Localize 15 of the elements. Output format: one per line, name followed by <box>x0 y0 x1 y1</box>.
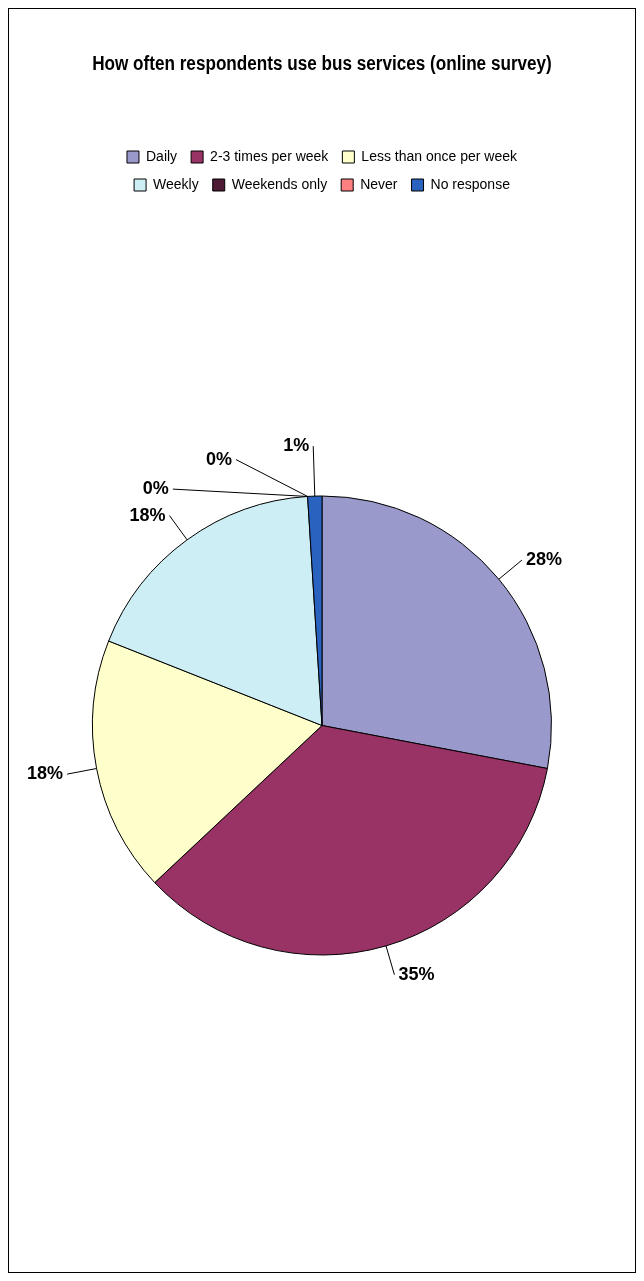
data-label: 18% <box>27 763 64 784</box>
data-label: 28% <box>525 549 562 570</box>
text: 0% <box>142 478 169 499</box>
legend-label: Daily <box>145 147 178 164</box>
chart-title: How often respondents use bus services (online survey) <box>92 51 552 74</box>
legend-label: Less than once per week <box>361 147 519 164</box>
legend-label: Weekly <box>153 175 199 192</box>
legend-label: No response <box>430 175 511 192</box>
data-label: 35% <box>398 963 435 984</box>
legend-label: Weekends only <box>231 175 328 192</box>
data-label: 18% <box>129 504 166 525</box>
data-label: 1% <box>283 435 310 456</box>
legend-label: Never <box>360 175 398 192</box>
legend-label: 2-3 times per week <box>210 147 330 164</box>
text: 0% <box>205 448 232 469</box>
